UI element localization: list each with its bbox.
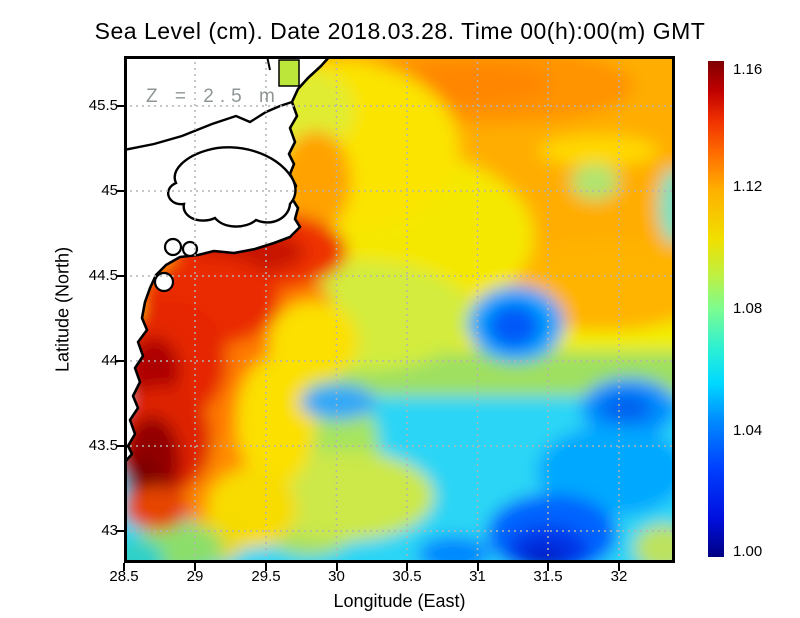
x-tick-mark bbox=[335, 563, 338, 571]
x-tick-label: 32 bbox=[610, 568, 628, 585]
x-tick-label: 28.5 bbox=[109, 568, 139, 585]
heatmap-canvas bbox=[124, 56, 675, 563]
x-tick-mark bbox=[406, 563, 408, 571]
y-tick-mark bbox=[116, 105, 124, 107]
colorbar-tick-label: 1.08 bbox=[733, 300, 763, 317]
x-tick-mark bbox=[618, 563, 620, 571]
lagoon-small-1 bbox=[163, 237, 183, 257]
y-tick-label: 45.5 bbox=[88, 97, 118, 114]
coastline-landmask bbox=[124, 56, 332, 465]
y-tick-label: 45 bbox=[101, 182, 118, 199]
y-axis-title: Latitude (North) bbox=[52, 246, 73, 373]
x-tick-label: 29.5 bbox=[251, 568, 281, 585]
colorbar-tick-label: 1.00 bbox=[733, 543, 763, 560]
colorbar-tick-label: 1.16 bbox=[733, 61, 763, 78]
y-tick-label: 44.5 bbox=[88, 267, 118, 284]
y-tick-mark bbox=[116, 360, 124, 362]
x-tick-mark bbox=[123, 563, 125, 571]
y-tick-mark bbox=[116, 190, 124, 192]
y-tick-label: 43.5 bbox=[88, 437, 118, 454]
x-tick-mark bbox=[194, 563, 196, 571]
plot-area bbox=[124, 56, 675, 563]
y-tick-label: 44 bbox=[101, 352, 118, 369]
y-tick-mark bbox=[116, 530, 124, 532]
lagoon-small-3 bbox=[153, 271, 175, 293]
depth-annotation: Z = 2.5 m bbox=[146, 86, 281, 107]
colorbar-tick-label: 1.04 bbox=[733, 422, 763, 439]
x-tick-label: 31 bbox=[469, 568, 486, 585]
razim-lagoon-outline bbox=[166, 146, 297, 228]
y-tick-mark bbox=[116, 275, 124, 277]
gridlines bbox=[124, 56, 675, 563]
lagoon-small-2 bbox=[181, 240, 199, 258]
danube-river-line bbox=[124, 100, 293, 152]
x-tick-label: 30 bbox=[328, 568, 345, 585]
colorbar bbox=[708, 61, 724, 557]
chart-title: Sea Level (cm). Date 2018.03.28. Time 00… bbox=[94, 18, 706, 44]
x-tick-label: 30.5 bbox=[392, 568, 422, 585]
y-tick-mark bbox=[116, 445, 124, 447]
x-tick-label: 29 bbox=[186, 568, 204, 585]
x-tick-label: 31.5 bbox=[533, 568, 563, 585]
x-tick-mark bbox=[476, 563, 479, 571]
x-tick-mark bbox=[265, 563, 267, 571]
x-axis-title: Longitude (East) bbox=[333, 591, 466, 611]
y-tick-label: 43 bbox=[101, 522, 118, 539]
colorbar-tick-label: 1.12 bbox=[733, 178, 763, 195]
x-tick-mark bbox=[547, 563, 549, 571]
delta-sea-cell bbox=[278, 59, 300, 87]
plot-frame bbox=[124, 56, 675, 563]
